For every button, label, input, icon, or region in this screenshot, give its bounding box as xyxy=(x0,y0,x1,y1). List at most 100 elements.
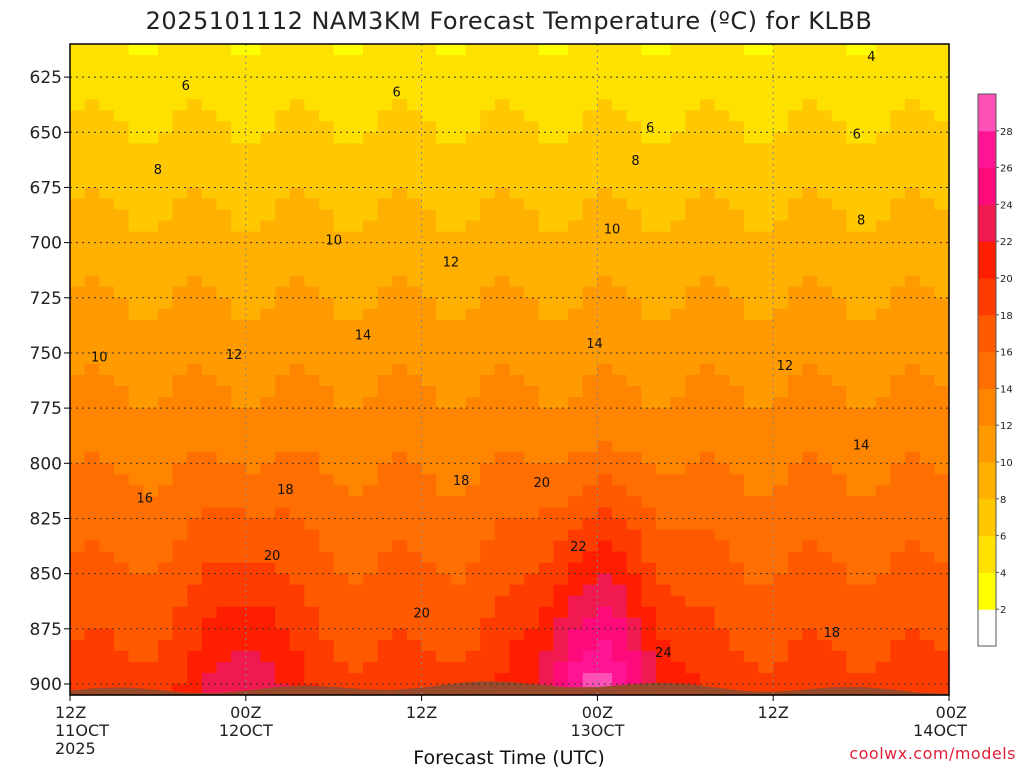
field-cell xyxy=(905,198,921,211)
field-cell xyxy=(538,628,555,641)
field-cell xyxy=(128,198,144,211)
field-cell xyxy=(612,617,628,630)
field-cell xyxy=(187,397,203,409)
field-cell xyxy=(773,297,789,310)
field-cell xyxy=(201,44,218,56)
field-cell xyxy=(99,209,115,222)
field-cell xyxy=(641,352,657,365)
field-cell xyxy=(670,99,686,111)
field-cell xyxy=(612,275,628,288)
field-cell xyxy=(260,297,276,310)
field-cell xyxy=(436,242,452,255)
field-cell xyxy=(70,66,86,78)
field-cell xyxy=(70,573,86,586)
field-cell xyxy=(758,220,774,233)
field-cell xyxy=(699,375,716,387)
field-cell xyxy=(436,573,452,586)
field-cell xyxy=(494,275,511,288)
field-cell xyxy=(831,66,848,78)
field-cell xyxy=(524,551,540,564)
field-cell xyxy=(699,330,716,343)
field-cell xyxy=(465,386,481,398)
field-cell xyxy=(787,628,804,641)
field-cell xyxy=(99,242,115,255)
field-cell xyxy=(626,143,642,155)
field-cell xyxy=(436,264,452,277)
field-cell xyxy=(670,397,686,409)
field-cell xyxy=(861,352,877,365)
field-cell xyxy=(480,628,496,641)
field-cell xyxy=(699,518,716,531)
field-cell xyxy=(275,606,291,619)
field-cell xyxy=(128,341,144,354)
field-cell xyxy=(875,297,891,310)
field-cell xyxy=(143,661,159,674)
field-cell xyxy=(568,584,584,597)
field-cell xyxy=(480,562,496,575)
field-cell xyxy=(436,474,452,486)
field-cell xyxy=(568,319,584,332)
field-cell xyxy=(157,639,174,652)
field-cell xyxy=(450,485,467,497)
field-cell xyxy=(538,352,555,365)
field-cell xyxy=(729,397,745,409)
field-cell xyxy=(699,363,716,376)
field-cell xyxy=(802,441,818,453)
field-cell xyxy=(934,143,950,155)
field-cell xyxy=(743,606,760,619)
field-cell xyxy=(201,650,218,663)
field-cell xyxy=(612,441,628,453)
field-cell xyxy=(934,551,950,564)
colorbar-swatch xyxy=(978,388,996,426)
field-cell xyxy=(641,308,657,321)
field-cell xyxy=(260,474,276,486)
field-cell xyxy=(113,617,130,630)
field-cell xyxy=(113,220,130,233)
field-cell xyxy=(802,639,818,652)
field-cell xyxy=(743,551,760,564)
field-cell xyxy=(406,231,423,244)
field-cell xyxy=(289,220,305,233)
field-cell xyxy=(787,562,804,575)
field-cell xyxy=(275,319,291,332)
field-cell xyxy=(626,463,642,475)
field-cell xyxy=(99,44,115,56)
field-cell xyxy=(377,253,393,266)
field-cell xyxy=(553,672,569,685)
field-cell xyxy=(348,275,364,288)
field-cell xyxy=(172,264,188,277)
field-cell xyxy=(172,154,188,166)
field-cell xyxy=(128,595,144,608)
field-cell xyxy=(641,430,657,442)
field-cell xyxy=(377,650,393,663)
field-cell xyxy=(934,496,950,509)
field-cell xyxy=(143,363,159,376)
field-cell xyxy=(304,286,320,299)
field-cell xyxy=(480,606,496,619)
field-cell xyxy=(465,77,481,89)
field-cell xyxy=(685,584,701,597)
field-cell xyxy=(260,143,276,155)
field-cell xyxy=(509,474,525,486)
field-cell xyxy=(831,408,848,420)
field-cell xyxy=(494,154,511,166)
field-cell xyxy=(553,595,569,608)
field-cell xyxy=(436,297,452,310)
field-cell xyxy=(260,264,276,277)
field-cell xyxy=(494,341,511,354)
field-cell xyxy=(773,595,789,608)
field-cell xyxy=(70,639,86,652)
field-cell xyxy=(187,165,203,177)
field-cell xyxy=(275,363,291,376)
field-cell xyxy=(612,330,628,343)
field-cell xyxy=(333,419,349,431)
field-cell xyxy=(363,551,379,564)
field-cell xyxy=(509,452,525,464)
field-cell xyxy=(626,220,642,233)
field-cell xyxy=(626,661,642,674)
field-cell xyxy=(333,661,349,674)
field-cell xyxy=(568,242,584,255)
field-cell xyxy=(157,363,174,376)
field-cell xyxy=(582,253,598,266)
field-cell xyxy=(216,187,232,200)
